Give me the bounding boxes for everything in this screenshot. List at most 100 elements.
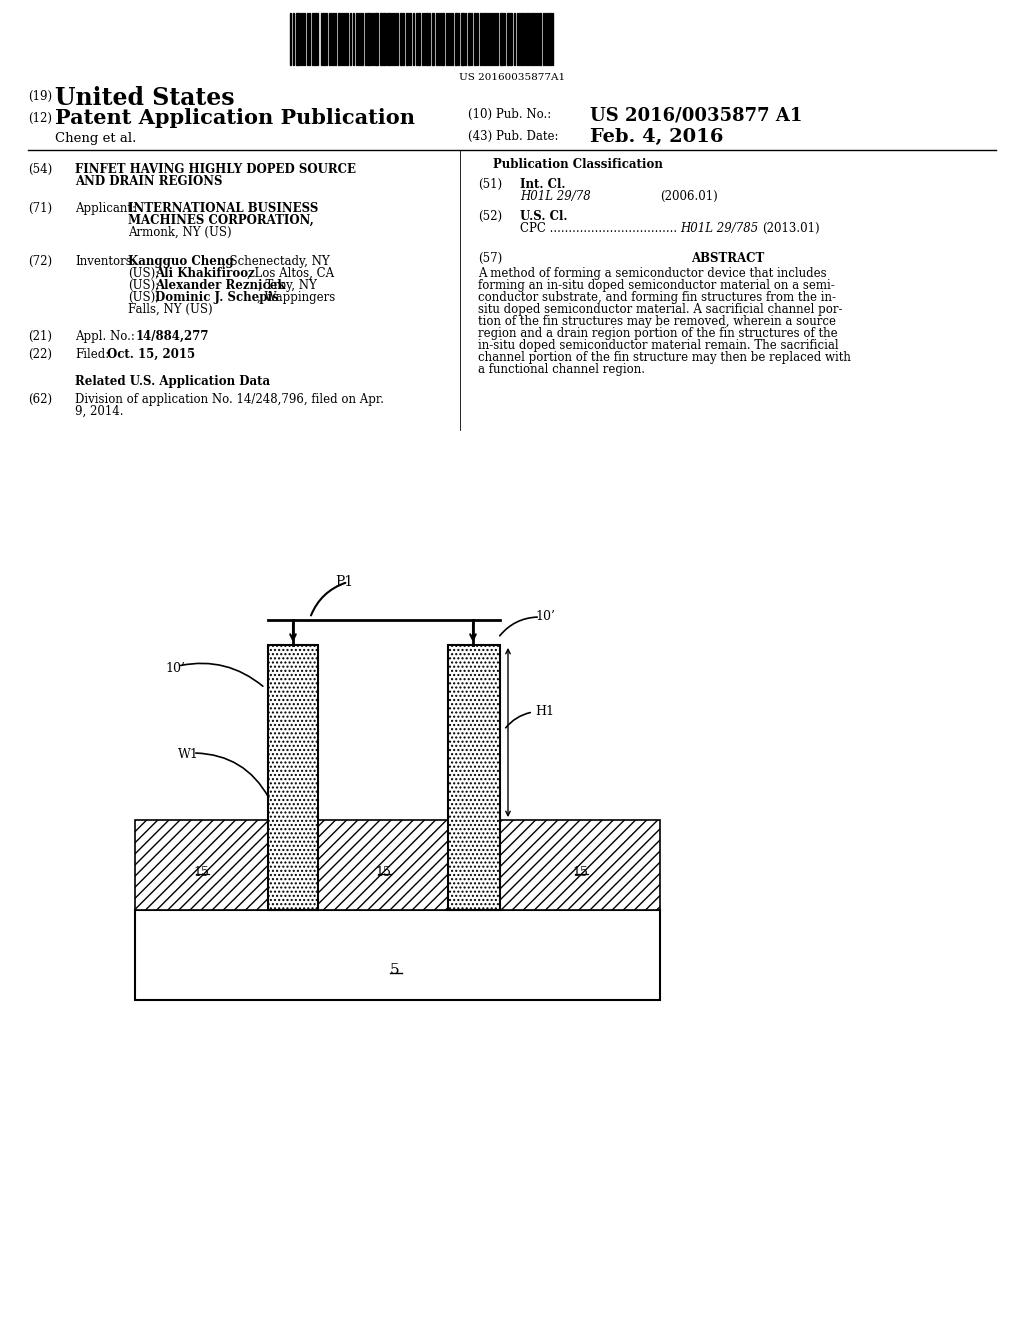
Text: (US);: (US); <box>128 267 160 280</box>
Text: AND DRAIN REGIONS: AND DRAIN REGIONS <box>75 176 222 187</box>
Text: Falls, NY (US): Falls, NY (US) <box>128 304 213 315</box>
Bar <box>318 820 449 909</box>
Text: (US);: (US); <box>128 279 160 292</box>
Bar <box>484 13 486 65</box>
Text: W1: W1 <box>178 748 199 762</box>
Text: FINFET HAVING HIGHLY DOPED SOURCE: FINFET HAVING HIGHLY DOPED SOURCE <box>75 162 356 176</box>
Bar <box>461 13 464 65</box>
Text: channel portion of the fin structure may then be replaced with: channel portion of the fin structure may… <box>478 351 851 364</box>
Text: Applicant:: Applicant: <box>75 202 136 215</box>
Bar <box>500 13 503 65</box>
Text: 10’: 10’ <box>165 663 185 675</box>
Bar <box>500 820 660 909</box>
Text: MACHINES CORPORATION,: MACHINES CORPORATION, <box>128 214 313 227</box>
Text: (57): (57) <box>478 252 502 265</box>
Text: (10) Pub. No.:: (10) Pub. No.: <box>468 108 551 121</box>
Text: Alexander Reznicek: Alexander Reznicek <box>155 279 286 292</box>
Text: in-situ doped semiconductor material remain. The sacrificial: in-situ doped semiconductor material rem… <box>478 339 839 352</box>
Text: Kangguo Cheng: Kangguo Cheng <box>128 255 233 268</box>
Bar <box>449 645 500 909</box>
FancyArrowPatch shape <box>180 664 263 686</box>
Text: Appl. No.:: Appl. No.: <box>75 330 135 343</box>
Text: situ doped semiconductor material. A sacrificial channel por-: situ doped semiconductor material. A sac… <box>478 304 843 315</box>
Text: (54): (54) <box>28 162 52 176</box>
Text: 9, 2014.: 9, 2014. <box>75 405 124 418</box>
Text: H01L 29/78: H01L 29/78 <box>520 190 591 203</box>
Text: H1: H1 <box>535 705 554 718</box>
Text: (12): (12) <box>28 112 52 125</box>
Text: Oct. 15, 2015: Oct. 15, 2015 <box>106 348 196 360</box>
Text: Publication Classification: Publication Classification <box>494 158 663 172</box>
Bar <box>442 13 444 65</box>
Bar <box>323 13 325 65</box>
Text: 15: 15 <box>194 866 209 879</box>
Bar <box>474 13 476 65</box>
Text: H01L 29/785: H01L 29/785 <box>680 222 758 235</box>
Text: Ali Khakifirooz: Ali Khakifirooz <box>155 267 255 280</box>
Bar <box>455 13 457 65</box>
Text: conductor substrate, and forming fin structures from the in-: conductor substrate, and forming fin str… <box>478 290 836 304</box>
Text: 10’: 10’ <box>535 610 555 623</box>
Bar <box>367 13 370 65</box>
Text: 14/884,277: 14/884,277 <box>136 330 210 343</box>
Bar <box>383 13 385 65</box>
Bar <box>406 13 408 65</box>
Text: US 2016/0035877 A1: US 2016/0035877 A1 <box>590 106 803 124</box>
Bar <box>338 13 340 65</box>
Bar <box>388 13 390 65</box>
Text: (72): (72) <box>28 255 52 268</box>
Text: 15: 15 <box>375 866 391 879</box>
Bar <box>268 645 318 909</box>
Text: ABSTRACT: ABSTRACT <box>691 252 765 265</box>
Text: Inventors:: Inventors: <box>75 255 136 268</box>
Bar <box>521 13 523 65</box>
Bar <box>468 13 470 65</box>
Text: , Wappingers: , Wappingers <box>257 290 335 304</box>
Bar <box>135 820 268 909</box>
Bar <box>539 13 541 65</box>
Text: United States: United States <box>55 86 234 110</box>
Text: INTERNATIONAL BUSINESS: INTERNATIONAL BUSINESS <box>128 202 318 215</box>
Text: Patent Application Publication: Patent Application Publication <box>55 108 415 128</box>
Text: tion of the fin structures may be removed, wherein a source: tion of the fin structures may be remove… <box>478 315 836 327</box>
Text: Int. Cl.: Int. Cl. <box>520 178 565 191</box>
Text: U.S. Cl.: U.S. Cl. <box>520 210 567 223</box>
Text: , Troy, NY: , Troy, NY <box>258 279 316 292</box>
Bar <box>507 13 509 65</box>
Bar <box>532 13 534 65</box>
Text: (52): (52) <box>478 210 502 223</box>
Text: Armonk, NY (US): Armonk, NY (US) <box>128 226 231 239</box>
Text: Cheng et al.: Cheng et al. <box>55 132 136 145</box>
Text: Feb. 4, 2016: Feb. 4, 2016 <box>590 128 724 147</box>
Text: CPC ..................................: CPC .................................. <box>520 222 677 235</box>
Bar <box>380 13 382 65</box>
Text: a functional channel region.: a functional channel region. <box>478 363 645 376</box>
Text: forming an in-situ doped semiconductor material on a semi-: forming an in-situ doped semiconductor m… <box>478 279 835 292</box>
Text: (22): (22) <box>28 348 52 360</box>
Text: , Los Altos, CA: , Los Altos, CA <box>247 267 334 280</box>
Text: (19): (19) <box>28 90 52 103</box>
Bar <box>400 13 402 65</box>
Text: Dominic J. Schepis: Dominic J. Schepis <box>155 290 279 304</box>
Text: region and a drain region portion of the fin structures of the: region and a drain region portion of the… <box>478 327 838 341</box>
Bar <box>314 13 316 65</box>
Text: (US);: (US); <box>128 290 160 304</box>
Text: US 20160035877A1: US 20160035877A1 <box>459 73 565 82</box>
Text: (62): (62) <box>28 393 52 407</box>
FancyArrowPatch shape <box>196 752 268 797</box>
FancyArrowPatch shape <box>500 616 538 636</box>
Text: 5: 5 <box>390 964 399 977</box>
Text: A method of forming a semiconductor device that includes: A method of forming a semiconductor devi… <box>478 267 826 280</box>
Text: Filed:: Filed: <box>75 348 110 360</box>
FancyArrowPatch shape <box>311 583 345 615</box>
Bar <box>549 13 551 65</box>
Bar <box>296 13 299 65</box>
Text: , Schenectady, NY: , Schenectady, NY <box>222 255 330 268</box>
Text: (71): (71) <box>28 202 52 215</box>
Bar <box>418 13 420 65</box>
Text: (2013.01): (2013.01) <box>762 222 819 235</box>
Text: (43) Pub. Date:: (43) Pub. Date: <box>468 129 558 143</box>
Bar <box>375 13 378 65</box>
Bar <box>510 13 512 65</box>
Bar <box>426 13 428 65</box>
